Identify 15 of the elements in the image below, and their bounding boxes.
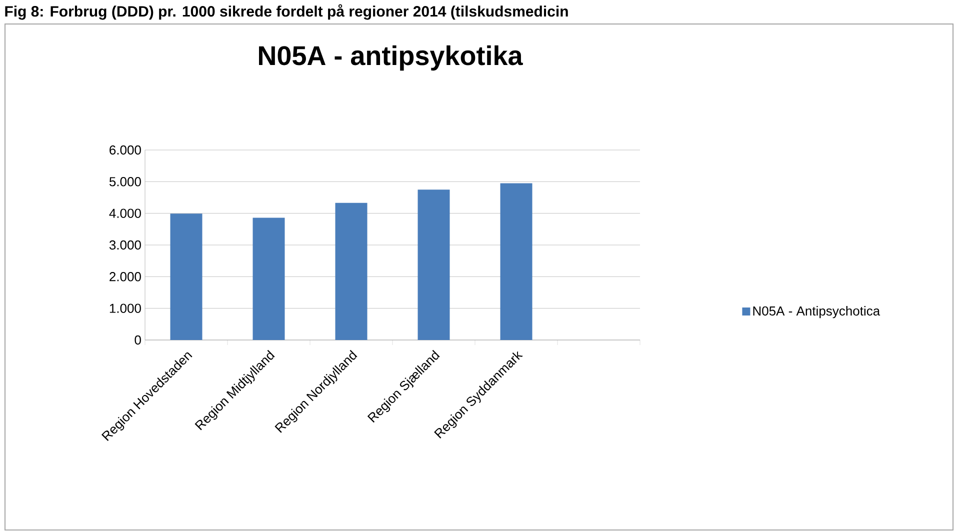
bar	[418, 190, 450, 340]
y-tick-label: 5.000	[109, 177, 141, 186]
caption: Fig 8: Forbrug (DDD) pr. 1000 sikrede fordelt på regioner 2014 (tilskudsmedicin	[5, 4, 568, 20]
bar	[500, 183, 532, 340]
y-tick-label: 0	[134, 335, 141, 345]
bar	[335, 202, 368, 340]
y-tick-label: 3.000	[109, 240, 141, 250]
y-tick-label: 6.000	[110, 145, 141, 155]
bar	[170, 214, 202, 340]
bar	[252, 218, 285, 340]
legend-label: N05A - Antipsychotica	[753, 306, 880, 318]
y-tick-label: 1.000	[110, 304, 141, 313]
y-tick-label: 2.000	[110, 272, 141, 282]
y-tick-label: 4.000	[109, 208, 141, 218]
chart-title: N05A - antipsykotika	[259, 45, 523, 71]
